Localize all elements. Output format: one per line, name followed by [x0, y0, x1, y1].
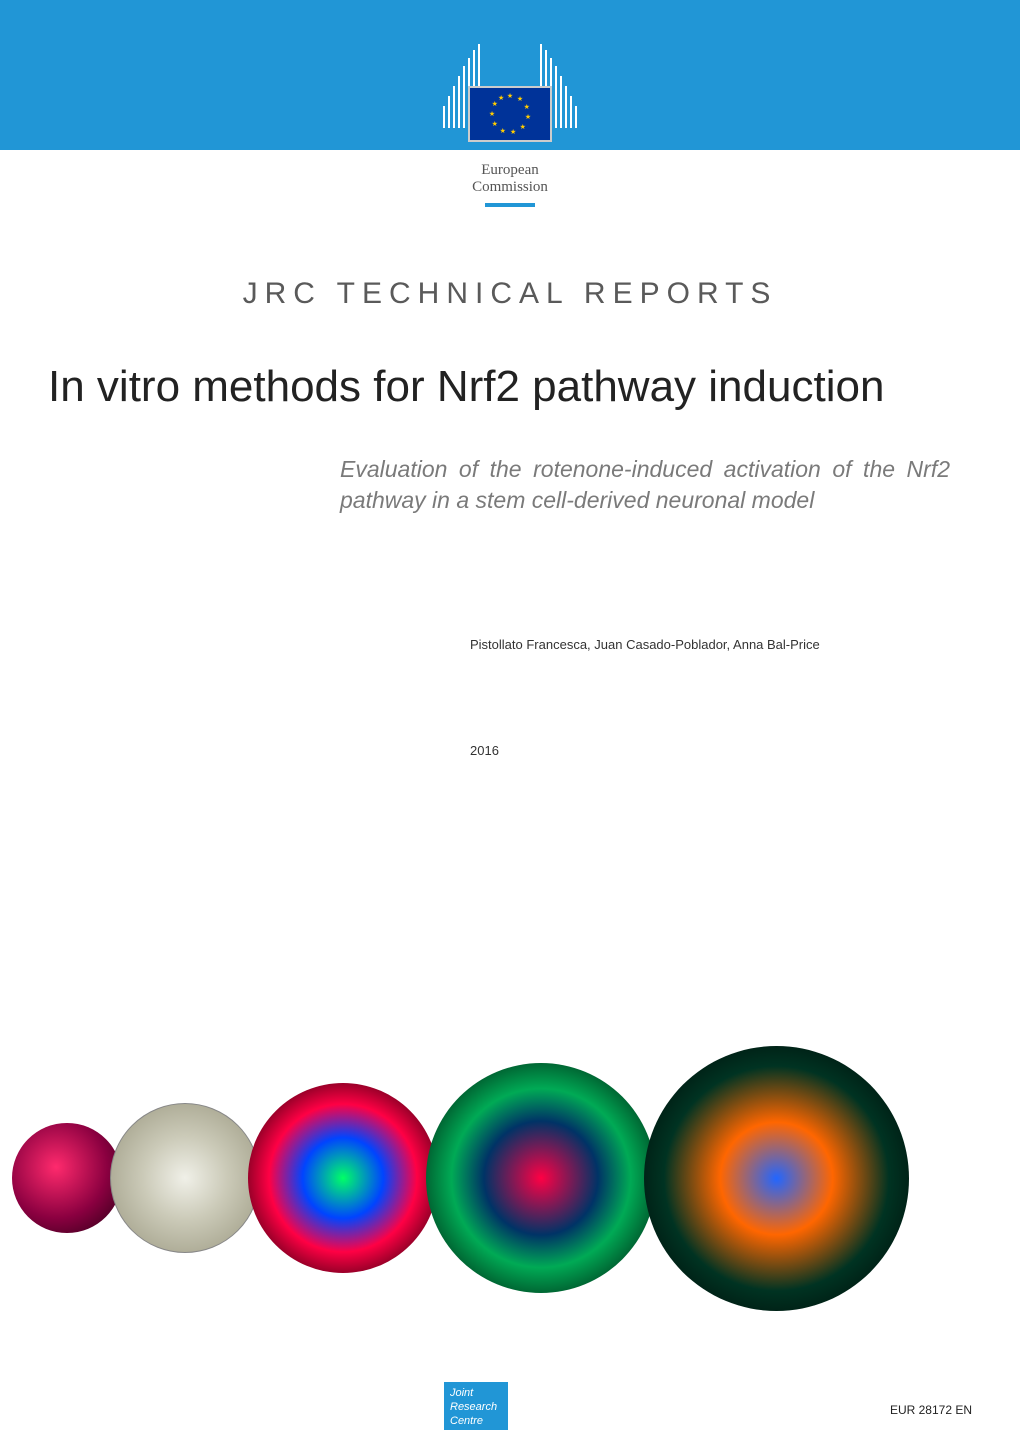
- document-id: EUR 28172 EN: [890, 1403, 972, 1417]
- ec-label-block: European Commission: [390, 150, 630, 213]
- ec-logo-lines: ★ ★ ★ ★ ★ ★ ★ ★ ★ ★ ★ ★: [390, 28, 630, 128]
- cover-figure-row: [0, 1043, 1020, 1313]
- org-name-line1: European: [390, 162, 630, 179]
- ec-underline: [485, 203, 535, 207]
- cover-disc-2: [110, 1103, 260, 1253]
- cover-disc-5: [644, 1046, 909, 1311]
- cover-disc-3: [248, 1083, 438, 1273]
- org-name-line2: Commission: [390, 179, 630, 196]
- top-banner: ★ ★ ★ ★ ★ ★ ★ ★ ★ ★ ★ ★: [0, 0, 1020, 150]
- publication-year: 2016: [470, 743, 1020, 758]
- jrc-line1: Joint: [450, 1387, 502, 1401]
- ec-logo: ★ ★ ★ ★ ★ ★ ★ ★ ★ ★ ★ ★: [390, 28, 630, 128]
- series-title: JRC TECHNICAL REPORTS: [0, 277, 1020, 311]
- eu-flag-icon: ★ ★ ★ ★ ★ ★ ★ ★ ★ ★ ★ ★: [468, 86, 552, 142]
- document-title: In vitro methods for Nrf2 pathway induct…: [48, 359, 972, 414]
- authors: Pistollato Francesca, Juan Casado-Poblad…: [470, 636, 950, 654]
- cover-disc-1: [12, 1123, 122, 1233]
- document-subtitle: Evaluation of the rotenone-induced activ…: [340, 454, 950, 516]
- jrc-badge: Joint Research Centre: [444, 1382, 508, 1430]
- jrc-line3: Centre: [450, 1415, 502, 1429]
- jrc-line2: Research: [450, 1401, 502, 1415]
- cover-disc-4: [426, 1063, 656, 1293]
